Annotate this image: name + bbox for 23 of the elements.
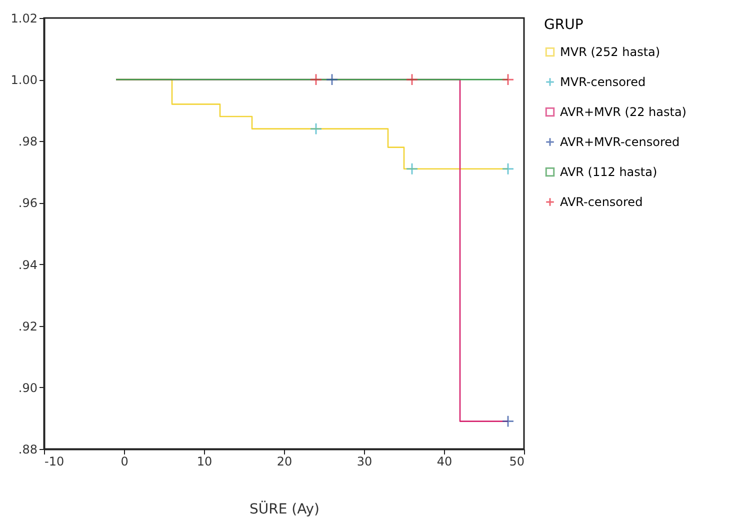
x-tick-label: 20 (276, 454, 292, 468)
legend-label: AVR-censored (560, 195, 643, 209)
x-tick-label: 10 (196, 454, 212, 468)
x-tick-label: 30 (356, 454, 372, 468)
legend-label: MVR (252 hasta) (560, 45, 660, 59)
legend-label: AVR+MVR (22 hasta) (560, 105, 686, 119)
legend-label: AVR (112 hasta) (560, 165, 658, 179)
x-tick-label: -10 (44, 454, 64, 468)
y-tick-label: .94 (18, 258, 38, 272)
y-tick-label: .90 (18, 380, 38, 395)
x-tick-label: 50 (509, 454, 524, 468)
legend-label: AVR+MVR-censored (560, 135, 680, 149)
y-tick-label: 1.00 (10, 73, 38, 88)
y-tick-label: .88 (18, 442, 38, 456)
x-axis-title: SÜRE (Ay) (250, 500, 320, 518)
y-tick-label: .92 (18, 319, 38, 334)
legend-label: MVR-censored (560, 75, 646, 89)
x-tick-label: 40 (436, 454, 452, 468)
y-tick-label: .96 (18, 196, 38, 210)
y-tick-label: 1.02 (10, 12, 38, 26)
x-tick-label: 0 (120, 454, 128, 468)
legend-title: GRUP (544, 17, 584, 33)
y-tick-label: .98 (18, 134, 38, 149)
